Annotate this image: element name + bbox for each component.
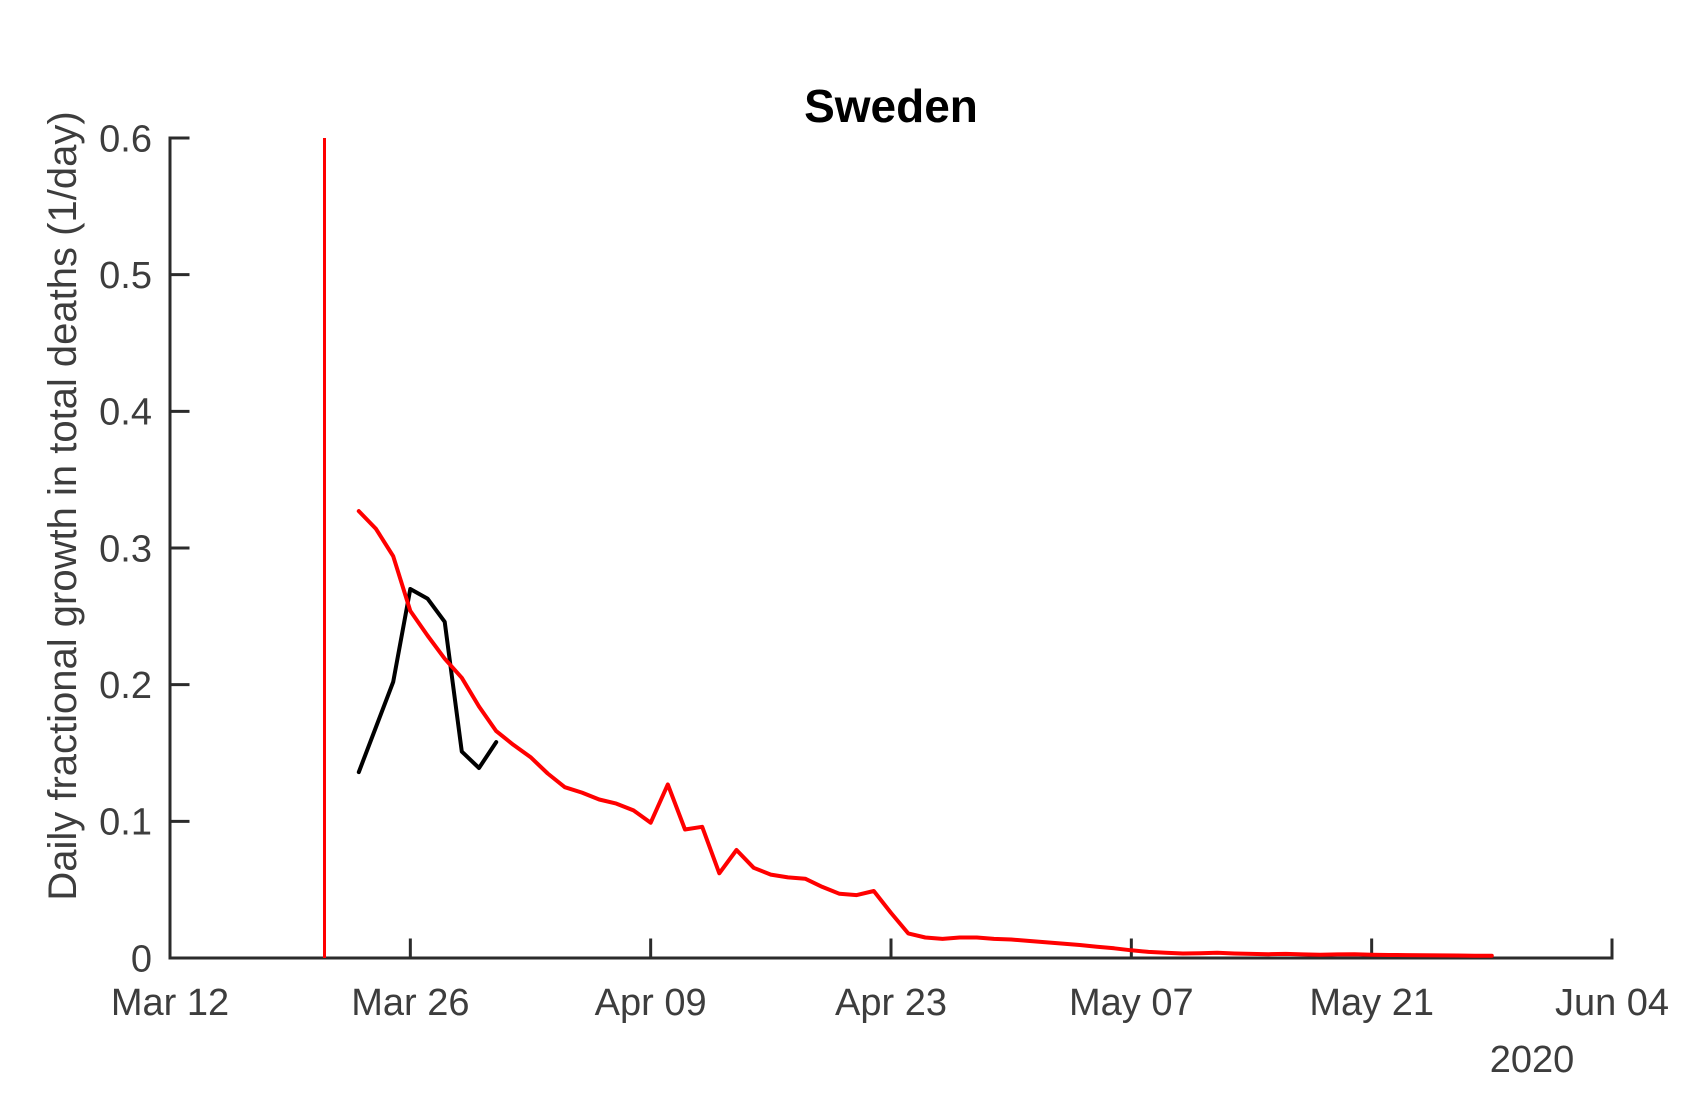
chart-title: Sweden [804,80,978,132]
black-series-line [356,587,499,775]
x-tick-label: Apr 23 [835,982,947,1024]
x-tick-label: Apr 09 [595,982,707,1024]
x-tick-label: Mar 12 [111,982,229,1024]
y-tick-label: 0.5 [99,255,152,297]
red-series-line [356,509,1494,958]
x-tick-label: Mar 26 [351,982,469,1024]
y-tick-label: 0.3 [99,528,152,570]
x-axis-year-label: 2020 [1490,1039,1575,1081]
x-tick-label: Jun 04 [1555,982,1669,1024]
x-tick-label: May 07 [1069,982,1194,1024]
y-tick-label: 0.6 [99,118,152,160]
axes: 0 0.1 0.2 0.3 0.4 0.5 0.6 Mar 12 Mar 26 Apr 09 Apr… [99,118,1669,1024]
y-tick-label: 0 [131,938,152,980]
y-tick-label: 0.1 [99,802,152,844]
y-axis-label: Daily fractional growth in total deaths … [41,111,85,900]
y-tick-label: 0.4 [99,392,152,434]
x-tick-label: May 21 [1309,982,1434,1024]
y-tick-label: 0.2 [99,665,152,707]
